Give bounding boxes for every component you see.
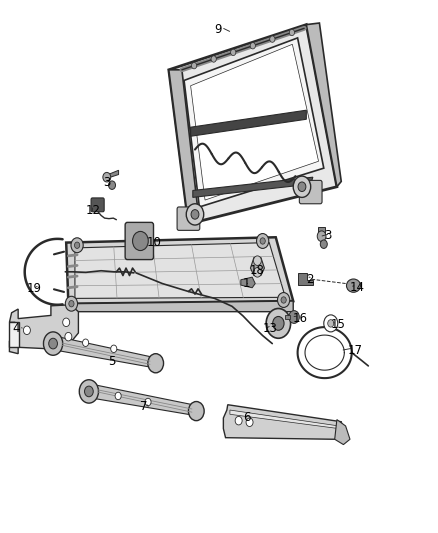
- Polygon shape: [10, 305, 78, 354]
- Text: 6: 6: [243, 411, 251, 424]
- Text: 3: 3: [103, 176, 111, 189]
- Circle shape: [79, 379, 99, 403]
- Circle shape: [289, 29, 294, 36]
- Polygon shape: [184, 38, 324, 207]
- Circle shape: [266, 309, 290, 338]
- Polygon shape: [191, 110, 306, 136]
- Circle shape: [111, 345, 117, 352]
- Ellipse shape: [346, 279, 360, 292]
- Circle shape: [320, 240, 327, 248]
- Circle shape: [278, 293, 290, 308]
- Polygon shape: [318, 227, 325, 233]
- Polygon shape: [223, 405, 343, 439]
- Text: 16: 16: [292, 312, 307, 325]
- Circle shape: [49, 338, 57, 349]
- Text: 15: 15: [330, 318, 345, 331]
- Circle shape: [71, 238, 83, 253]
- Polygon shape: [169, 25, 337, 224]
- Circle shape: [109, 181, 116, 189]
- Circle shape: [191, 209, 199, 219]
- Circle shape: [293, 176, 311, 197]
- Circle shape: [23, 326, 30, 335]
- Circle shape: [145, 398, 151, 406]
- Circle shape: [186, 204, 204, 225]
- Circle shape: [69, 301, 74, 307]
- Polygon shape: [66, 237, 293, 304]
- Circle shape: [231, 49, 236, 55]
- Circle shape: [133, 231, 148, 251]
- Text: 12: 12: [86, 204, 101, 217]
- FancyBboxPatch shape: [91, 198, 104, 212]
- Polygon shape: [106, 170, 119, 179]
- Text: 13: 13: [263, 322, 278, 335]
- Circle shape: [281, 297, 286, 303]
- Polygon shape: [251, 257, 265, 276]
- Circle shape: [254, 256, 261, 265]
- Text: 9: 9: [215, 23, 222, 36]
- FancyBboxPatch shape: [10, 322, 19, 348]
- Circle shape: [85, 386, 93, 397]
- Text: 14: 14: [350, 281, 365, 294]
- Polygon shape: [286, 315, 290, 319]
- Circle shape: [103, 172, 111, 182]
- Polygon shape: [241, 277, 255, 288]
- Circle shape: [250, 43, 255, 49]
- Circle shape: [63, 318, 70, 327]
- Text: 4: 4: [12, 322, 20, 335]
- Text: 19: 19: [27, 282, 42, 295]
- Circle shape: [191, 62, 197, 69]
- Text: 10: 10: [147, 236, 162, 249]
- Circle shape: [65, 333, 72, 341]
- Polygon shape: [191, 44, 318, 200]
- Circle shape: [211, 56, 216, 62]
- Circle shape: [317, 231, 326, 241]
- Text: 1: 1: [243, 277, 251, 290]
- Text: 7: 7: [141, 400, 148, 414]
- Polygon shape: [297, 273, 313, 285]
- Circle shape: [148, 354, 163, 373]
- Text: 2: 2: [306, 273, 314, 286]
- FancyBboxPatch shape: [177, 207, 200, 230]
- Circle shape: [328, 320, 334, 327]
- Polygon shape: [75, 243, 286, 298]
- Circle shape: [270, 36, 275, 42]
- Polygon shape: [230, 410, 339, 429]
- Circle shape: [260, 238, 265, 244]
- Text: 17: 17: [348, 344, 363, 357]
- Circle shape: [257, 233, 269, 248]
- Text: 5: 5: [108, 356, 115, 368]
- Polygon shape: [57, 337, 152, 368]
- Circle shape: [246, 418, 253, 426]
- Circle shape: [82, 339, 88, 346]
- FancyBboxPatch shape: [125, 222, 153, 260]
- Polygon shape: [93, 384, 194, 415]
- Polygon shape: [335, 419, 350, 445]
- Circle shape: [273, 317, 284, 330]
- Circle shape: [298, 182, 306, 191]
- Polygon shape: [193, 177, 313, 197]
- Circle shape: [235, 416, 242, 425]
- Polygon shape: [169, 70, 197, 224]
- Polygon shape: [306, 23, 341, 187]
- FancyBboxPatch shape: [299, 180, 322, 204]
- Circle shape: [254, 268, 261, 277]
- Circle shape: [65, 296, 78, 311]
- Polygon shape: [68, 301, 293, 312]
- Circle shape: [43, 332, 63, 356]
- Text: 18: 18: [250, 264, 265, 277]
- Circle shape: [324, 315, 338, 332]
- Text: 3: 3: [324, 229, 331, 243]
- Circle shape: [289, 311, 299, 324]
- Circle shape: [74, 242, 80, 248]
- Circle shape: [115, 392, 121, 400]
- Circle shape: [188, 401, 204, 421]
